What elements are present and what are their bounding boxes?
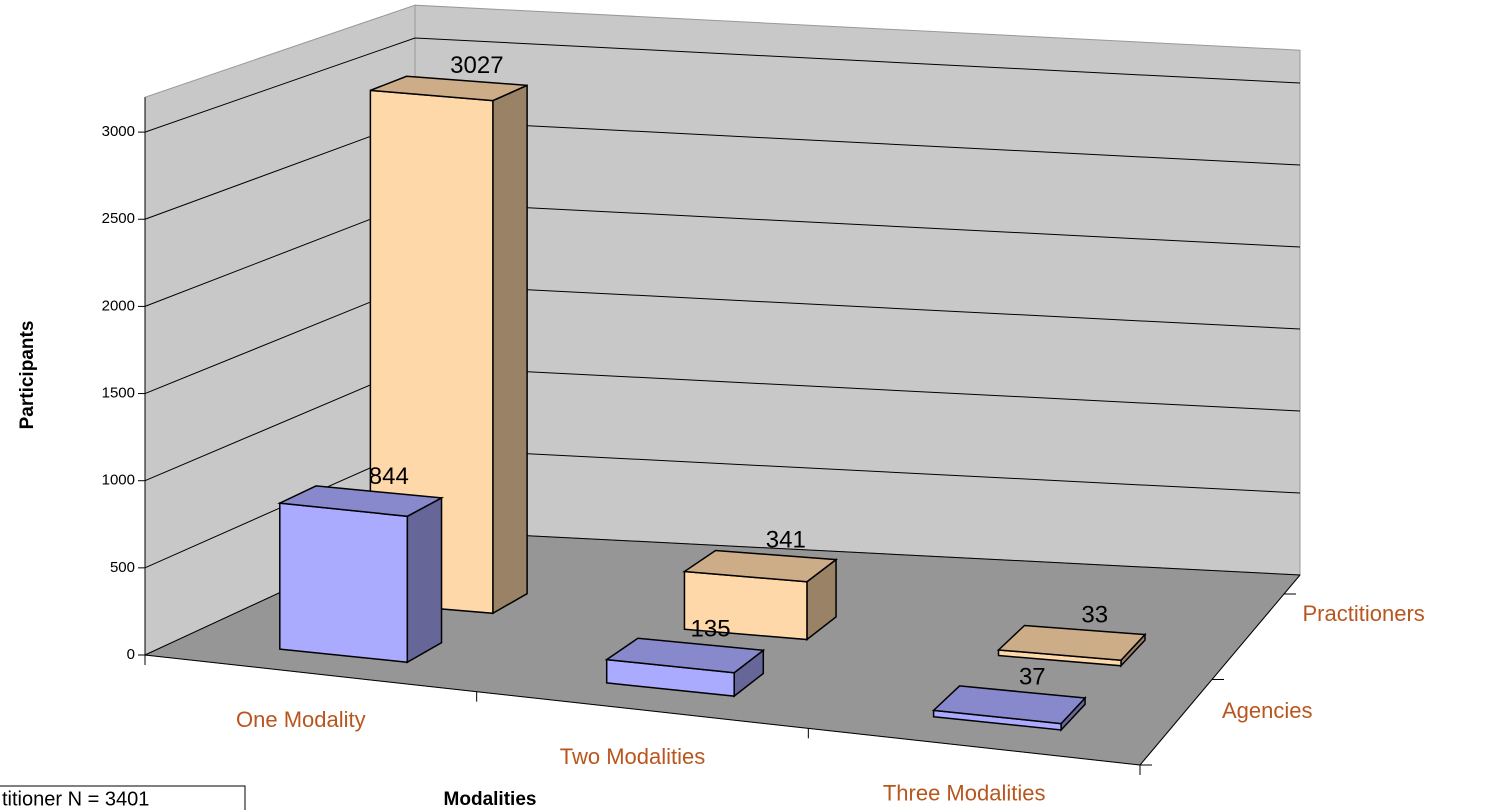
x-tick-label: Three Modalities — [883, 780, 1046, 805]
y-tick-label: 3000 — [102, 123, 135, 140]
x-tick-label: One Modality — [236, 707, 366, 732]
legend-label: Practitioners — [1303, 601, 1425, 626]
value-label: 3027 — [450, 52, 503, 79]
bar-top — [682, 549, 839, 583]
note-box — [0, 785, 246, 810]
value-label: 37 — [1019, 663, 1046, 690]
value-label: 341 — [766, 526, 806, 553]
x-axis — [144, 654, 1141, 766]
back-wall — [414, 4, 1301, 576]
bar-top — [370, 75, 528, 102]
y-tick-label: 500 — [110, 559, 135, 576]
bar-side — [406, 496, 443, 664]
bar-top — [931, 685, 1087, 725]
note: titioner N = 3401 — [2, 788, 149, 810]
y-tick-label: 2500 — [102, 210, 135, 227]
bar-top — [996, 624, 1147, 661]
y-tick-label: 2000 — [102, 297, 135, 314]
y-tick-label: 1500 — [102, 385, 135, 402]
grid-line — [144, 37, 1301, 133]
value-label: 844 — [369, 463, 409, 490]
bar-front — [279, 502, 409, 664]
legend-label: Agencies — [1222, 698, 1313, 723]
x-tick-label: Two Modalities — [560, 744, 706, 769]
y-axis-title: Participants — [17, 321, 38, 430]
bar-top — [277, 485, 445, 518]
depth-axis — [1139, 574, 1301, 766]
value-label: 135 — [691, 616, 731, 643]
bar-side — [492, 84, 528, 615]
x-axis-title: Modalities — [444, 789, 537, 810]
value-label: 33 — [1081, 601, 1108, 628]
y-tick-label: 0 — [127, 646, 135, 663]
y-tick-label: 1000 — [102, 472, 135, 489]
bar-top — [604, 637, 766, 674]
